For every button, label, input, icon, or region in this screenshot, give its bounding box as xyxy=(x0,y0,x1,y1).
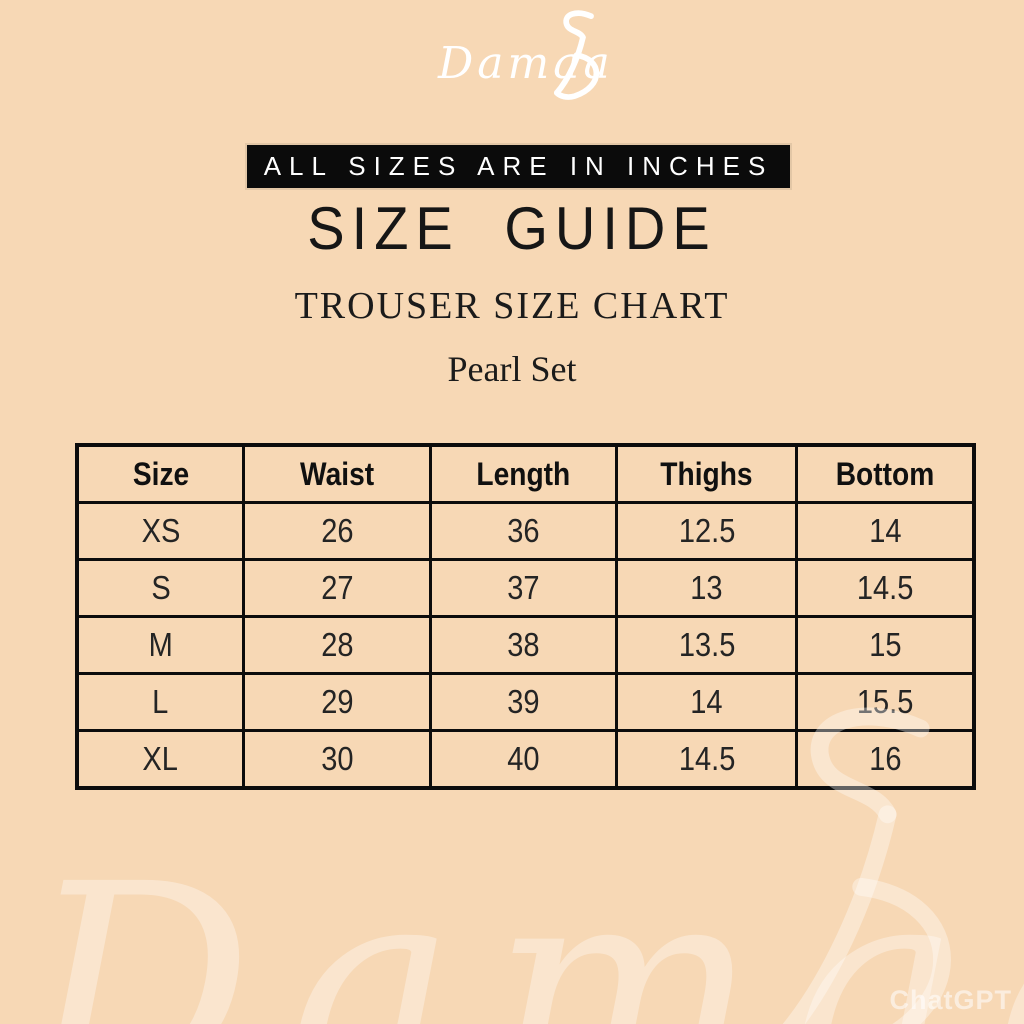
header-cell: Length xyxy=(428,443,619,504)
brand-logo: Damaa xyxy=(0,8,1024,128)
data-cell: 26 xyxy=(242,501,432,561)
brand-watermark-text: Damaa xyxy=(28,825,1024,1024)
data-cell: 12.5 xyxy=(615,501,798,561)
units-banner-text: ALL SIZES ARE IN INCHES xyxy=(263,151,774,181)
data-cell: 30 xyxy=(242,729,432,790)
data-cell: 13.5 xyxy=(615,615,798,675)
size-table: Size Waist Length Thighs Bottom XS 26 36 12.5 14… xyxy=(75,443,976,790)
data-cell: XL xyxy=(75,729,246,790)
header-cell: Size xyxy=(75,443,246,504)
data-cell: 15 xyxy=(794,615,976,675)
data-cell: 27 xyxy=(242,558,432,618)
table-row: L 29 39 14 15.5 xyxy=(75,672,976,732)
data-cell: 15.5 xyxy=(794,672,976,732)
data-cell: XS xyxy=(75,501,246,561)
data-cell: S xyxy=(75,558,246,618)
table-row: S 27 37 13 14.5 xyxy=(75,558,976,618)
size-table-body: XS 26 36 12.5 14 S 27 37 13 14.5 M 28 38 13.5 15 L 29 39 1… xyxy=(75,501,976,790)
data-cell: 29 xyxy=(242,672,432,732)
header-cell: Bottom xyxy=(794,443,976,504)
set-name: Pearl Set xyxy=(447,349,577,389)
size-table-header: Size Waist Length Thighs Bottom xyxy=(75,443,976,504)
header-cell: Thighs xyxy=(615,443,798,504)
data-cell: 40 xyxy=(428,729,619,790)
data-cell: M xyxy=(75,615,246,675)
data-cell: 38 xyxy=(428,615,619,675)
data-cell: 28 xyxy=(242,615,432,675)
data-cell: 16 xyxy=(794,729,976,790)
table-row: XS 26 36 12.5 14 xyxy=(75,501,976,561)
units-banner: ALL SIZES ARE IN INCHES xyxy=(247,145,790,188)
chatgpt-watermark: ChatGPT xyxy=(889,985,1012,1015)
brand-logo-text: Damaa xyxy=(438,38,614,89)
data-cell: L xyxy=(75,672,246,732)
data-cell: 14.5 xyxy=(615,729,798,790)
data-cell: 39 xyxy=(428,672,619,732)
header-cell: Waist xyxy=(242,443,432,504)
data-cell: 36 xyxy=(428,501,619,561)
page-title: SIZE GUIDE xyxy=(307,194,717,263)
chart-subtitle: TROUSER SIZE CHART xyxy=(294,285,730,327)
data-cell: 14 xyxy=(794,501,976,561)
table-row: M 28 38 13.5 15 xyxy=(75,615,976,675)
data-cell: 13 xyxy=(615,558,798,618)
brand-logo-swoosh-icon xyxy=(524,8,606,114)
data-cell: 37 xyxy=(428,558,619,618)
data-cell: 14 xyxy=(615,672,798,732)
data-cell: 14.5 xyxy=(794,558,976,618)
table-row: XL 30 40 14.5 16 xyxy=(75,729,976,790)
